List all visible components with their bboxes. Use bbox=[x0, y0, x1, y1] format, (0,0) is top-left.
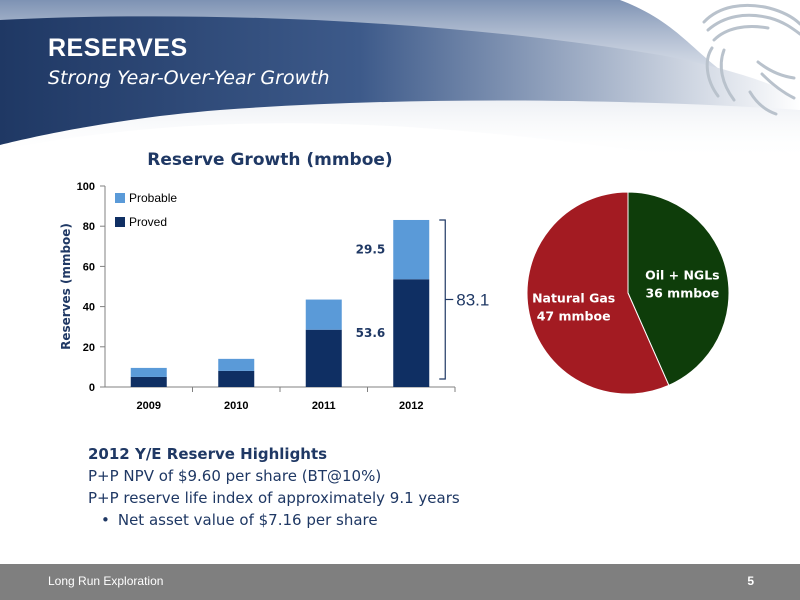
highlights-block: 2012 Y/E Reserve Highlights P+P NPV of $… bbox=[88, 443, 460, 531]
y-tick-label: 40 bbox=[83, 302, 95, 314]
bar-proved-2012 bbox=[393, 279, 430, 387]
x-tick-label-2012: 2012 bbox=[399, 400, 423, 412]
bullet-icon: • bbox=[101, 511, 110, 529]
data-label-probable-2012: 29.5 bbox=[356, 243, 386, 257]
pie-label-value-natural-gas: 47 mmboe bbox=[537, 308, 611, 323]
bar-probable-2011 bbox=[305, 299, 342, 330]
legend-swatch-probable bbox=[115, 193, 125, 203]
bar-proved-2009 bbox=[130, 376, 167, 387]
footer-company-name: Long Run Exploration bbox=[48, 574, 164, 588]
highlights-title: 2012 Y/E Reserve Highlights bbox=[88, 445, 328, 463]
x-tick-label-2010: 2010 bbox=[224, 400, 248, 412]
slide-header: RESERVES Strong Year-Over-Year Growth bbox=[0, 0, 800, 160]
highlight-npv: P+P NPV of $9.60 per share (BT@10%) bbox=[88, 467, 382, 485]
chart-title: Reserve Growth (mmboe) bbox=[147, 150, 393, 170]
pie-slice-natural-gas bbox=[526, 191, 670, 395]
bar-probable-2009 bbox=[130, 367, 167, 377]
slide-title: RESERVES bbox=[48, 34, 188, 62]
y-tick-label: 60 bbox=[83, 261, 95, 273]
highlight-reserve-life: P+P reserve life index of approximately … bbox=[88, 489, 460, 507]
y-tick-label: 100 bbox=[77, 181, 95, 193]
horse-logo-icon bbox=[702, 3, 800, 116]
legend-label-proved: Proved bbox=[129, 215, 167, 229]
data-label-proved-2012: 53.6 bbox=[356, 326, 386, 340]
page-number: 5 bbox=[747, 574, 754, 588]
pie-label-name-natural-gas: Natural Gas bbox=[532, 290, 615, 305]
highlight-nav-bullet: • Net asset value of $7.16 per share bbox=[88, 509, 460, 531]
y-tick-label: 0 bbox=[89, 382, 95, 394]
legend-label-probable: Probable bbox=[129, 191, 177, 205]
slide-subtitle: Strong Year-Over-Year Growth bbox=[48, 67, 330, 89]
bar-proved-2010 bbox=[218, 370, 255, 387]
pie-label-name-oil-ngls: Oil + NGLs bbox=[645, 268, 720, 283]
highlight-nav: Net asset value of $7.16 per share bbox=[117, 511, 378, 529]
total-bracket bbox=[439, 219, 446, 380]
y-tick-label: 20 bbox=[83, 342, 95, 354]
bar-proved-2011 bbox=[305, 329, 342, 387]
slide-footer: Long Run Exploration 5 bbox=[0, 564, 800, 600]
total-annotation: 83.1 bbox=[456, 290, 489, 309]
legend-swatch-proved bbox=[115, 217, 125, 227]
reserves-mix-pie-chart: Oil + NGLs 36 mmboe Natural Gas 47 mmboe bbox=[526, 191, 730, 395]
x-tick-label-2011: 2011 bbox=[312, 400, 336, 412]
highlights-list: P+P NPV of $9.60 per share (BT@10%) P+P … bbox=[88, 465, 460, 531]
bar-probable-2010 bbox=[218, 358, 255, 371]
header-swoosh bbox=[0, 0, 800, 160]
pie-slice-oil-ngls bbox=[627, 191, 730, 387]
reserve-growth-bar-chart: 0 20 40 60 80 100 Reserves (mmboe) 2009 2010 2011… bbox=[59, 181, 489, 412]
y-tick-label: 80 bbox=[83, 221, 95, 233]
x-tick-label-2009: 2009 bbox=[137, 400, 161, 412]
y-axis-label: Reserves (mmboe) bbox=[59, 223, 73, 350]
pie-label-value-oil-ngls: 36 mmboe bbox=[645, 286, 719, 301]
bar-probable-2012 bbox=[393, 219, 430, 280]
